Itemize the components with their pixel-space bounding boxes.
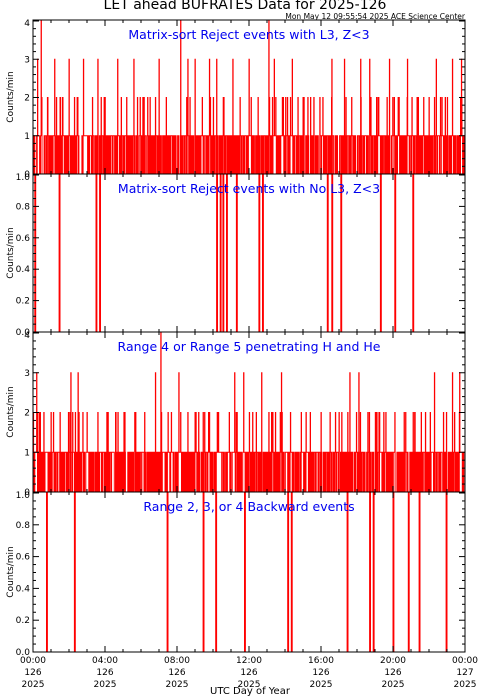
x-tick-label: 126	[96, 668, 113, 678]
x-tick-label: 126	[24, 668, 41, 678]
x-tick-label: 16:00	[308, 656, 334, 666]
y-tick-label: 0.6	[16, 234, 31, 244]
panel-3-trace	[33, 332, 465, 492]
x-axis: 00:00 126 2025 04:00 126 2025 08:00 126 2025 12:0…	[20, 656, 478, 690]
y-tick-label: 0.4	[16, 265, 31, 275]
y-tick-label: 3	[24, 55, 30, 65]
y-tick-label: 1	[24, 448, 30, 458]
generation-stamp: Mon May 12 09:55:54 2025 ACE Science Cen…	[285, 12, 466, 21]
y-tick-label: 4	[24, 331, 30, 341]
x-tick-label: 2025	[22, 680, 45, 690]
panel-4-title: Range 2, 3, or 4 Backward events	[143, 499, 354, 514]
panel-1: 0 1 2 3 4 Counts/min Matrix-sort Reject events…	[6, 19, 466, 180]
y-tick-label: 0.0	[16, 648, 31, 658]
y-tick-label: 0.4	[16, 584, 31, 594]
x-tick-label: 04:00	[92, 656, 118, 666]
y-tick-label: 0	[24, 488, 30, 498]
panel-1-trace	[33, 20, 465, 174]
y-tick-label: 4	[24, 19, 30, 29]
x-tick-label: 2025	[166, 680, 189, 690]
figure-title: LET ahead BUFRATES Data for 2025-126	[104, 0, 387, 13]
panel-3-ylabel: Counts/min	[6, 386, 16, 437]
x-tick-label: 2025	[454, 680, 477, 690]
panel-4-frame	[32, 491, 466, 653]
panel-2: 0.0 0.2 0.4 0.6 0.8 1.0 Counts/min Matrix-sort …	[6, 173, 466, 338]
x-tick-label: 12:00	[236, 656, 262, 666]
y-tick-label: 3	[24, 369, 30, 379]
y-tick-label: 0.2	[16, 297, 30, 307]
x-tick-label: 126	[168, 668, 185, 678]
panel-2-title: Matrix-sort Reject events with No L3, Z<…	[118, 181, 380, 196]
panel-4-ylabel: Counts/min	[6, 546, 16, 597]
y-tick-label: 0.8	[16, 202, 31, 212]
panels: 0 1 2 3 4 Counts/min Matrix-sort Reject events…	[6, 19, 466, 658]
panel-2-frame	[32, 173, 466, 333]
x-tick-label: 126	[384, 668, 401, 678]
y-tick-label: 0.8	[16, 521, 31, 531]
x-tick-label: 08:00	[164, 656, 190, 666]
x-tick-label: 2025	[382, 680, 405, 690]
y-tick-label: 1.0	[16, 173, 31, 183]
x-tick-label: 2025	[310, 680, 333, 690]
panel-3: 0 1 2 3 4 Counts/min Range 4 or Range 5 penetr…	[6, 331, 466, 498]
y-tick-label: 0.6	[16, 553, 31, 563]
panel-3-title: Range 4 or Range 5 penetrating H and He	[118, 339, 381, 354]
panel-2-trace	[33, 174, 465, 332]
panel-4-trace	[33, 492, 465, 652]
x-tick-label: 2025	[94, 680, 117, 690]
x-tick-label: 2025	[238, 680, 261, 690]
y-tick-label: 2	[24, 94, 30, 104]
panel-2-ylabel: Counts/min	[6, 227, 16, 278]
panel-4: 0.0 0.2 0.4 0.6 0.8 1.0 Counts/min Range 2, 3, …	[6, 491, 466, 658]
x-tick-label: 20:00	[380, 656, 406, 666]
x-tick-label: 126	[240, 668, 257, 678]
y-tick-label: 0.0	[16, 328, 31, 338]
x-tick-label: 126	[312, 668, 329, 678]
x-tick-label: 127	[456, 668, 473, 678]
x-tick-label: 00:00	[20, 656, 46, 666]
y-tick-label: 2	[24, 409, 30, 419]
x-axis-label: UTC Day of Year	[210, 686, 291, 697]
panel-1-ylabel: Counts/min	[6, 71, 16, 122]
y-tick-label: 0	[24, 170, 30, 180]
y-tick-label: 0.2	[16, 616, 30, 626]
y-tick-label: 1.0	[16, 491, 31, 501]
panel-1-title: Matrix-sort Reject events with L3, Z<3	[128, 27, 369, 42]
y-tick-label: 1	[24, 132, 30, 142]
x-tick-label: 00:00	[452, 656, 478, 666]
